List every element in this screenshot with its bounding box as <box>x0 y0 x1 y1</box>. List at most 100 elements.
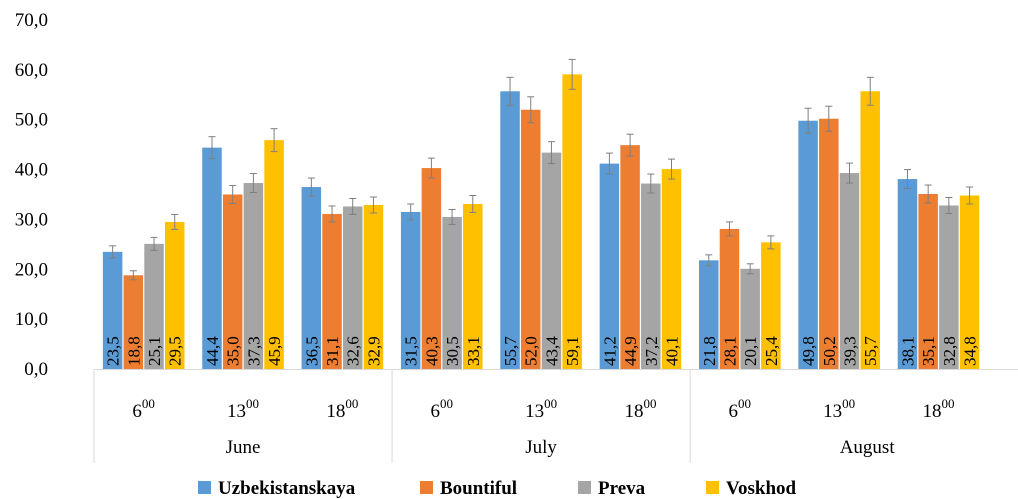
error-bar <box>547 141 555 165</box>
y-tick-label: 70,0 <box>15 10 48 31</box>
error-bar <box>328 205 336 223</box>
bar <box>860 91 880 369</box>
data-label: 34,8 <box>961 336 980 366</box>
data-label: 55,7 <box>501 336 520 366</box>
month-label: June <box>226 437 261 458</box>
hour-tick-label: 1800 <box>624 396 656 422</box>
y-tick-label: 20,0 <box>15 259 48 280</box>
data-label: 40,1 <box>663 336 682 366</box>
error-bar <box>469 194 477 213</box>
error-bar <box>846 162 854 184</box>
bars-layer: 23,5 18,8 25,1 29,5 44,4 35,0 37,3 45,9 36,5 31,1… <box>102 58 980 370</box>
error-bar <box>369 196 377 214</box>
bar <box>839 173 860 369</box>
error-bar <box>705 254 713 267</box>
month-label: August <box>840 437 896 458</box>
error-bar <box>506 76 514 106</box>
error-bar <box>825 105 833 132</box>
data-label: 21,8 <box>700 336 719 366</box>
hour-tick-label: 1300 <box>525 396 557 422</box>
data-label: 30,5 <box>443 336 462 366</box>
bar <box>421 168 442 369</box>
error-bar <box>229 185 237 204</box>
bar <box>363 204 384 369</box>
legend-swatch <box>420 481 433 494</box>
y-tick-label: 60,0 <box>15 60 48 81</box>
error-bar <box>129 270 137 281</box>
data-label: 39,3 <box>841 336 860 366</box>
bar <box>897 179 918 369</box>
data-label: 25,1 <box>145 336 164 366</box>
error-bar <box>208 136 216 160</box>
data-label: 33,1 <box>464 336 483 366</box>
legend: Uzbekistanskaya Bountiful Preva Voskhod <box>198 478 797 499</box>
data-label: 32,8 <box>940 336 959 366</box>
data-label: 29,5 <box>166 336 185 366</box>
bar <box>641 183 661 369</box>
month-label: July <box>525 437 557 458</box>
bar <box>301 187 322 369</box>
data-label: 45,9 <box>265 336 284 366</box>
y-axis: 0,0 10,0 20,0 30,0 40,0 50,0 60,0 70,0 <box>15 10 48 380</box>
x-axis: 600 1300 1800 June 600 1300 1800 July 600 1300 180… <box>93 369 1018 463</box>
data-label: 55,7 <box>861 336 880 366</box>
data-label: 40,3 <box>422 336 441 366</box>
data-label: 41,2 <box>600 336 619 366</box>
y-tick-label: 30,0 <box>15 209 48 230</box>
error-bar <box>924 184 932 204</box>
bar <box>463 203 483 369</box>
data-label: 32,9 <box>364 336 383 366</box>
bar <box>342 206 363 369</box>
bar <box>959 195 980 369</box>
error-bar <box>626 133 634 157</box>
hour-tick-label: 600 <box>430 396 453 422</box>
bar <box>819 118 839 370</box>
data-label: 49,8 <box>799 336 818 366</box>
data-label: 31,5 <box>402 336 421 366</box>
error-bar <box>427 157 435 179</box>
bar <box>699 260 719 369</box>
data-label: 23,5 <box>104 336 123 366</box>
data-label: 35,1 <box>919 336 938 366</box>
bar <box>599 163 620 369</box>
legend-label: Bountiful <box>440 478 517 499</box>
error-bar <box>568 58 576 90</box>
y-tick-label: 10,0 <box>15 309 48 330</box>
hour-tick-label: 1800 <box>326 396 358 422</box>
data-label: 20,1 <box>741 336 760 366</box>
data-label: 37,2 <box>642 336 661 366</box>
legend-swatch <box>578 481 591 494</box>
hour-tick-label: 600 <box>132 396 155 422</box>
error-bar <box>903 169 911 190</box>
bar <box>939 205 959 369</box>
hour-tick-label: 1300 <box>823 396 855 422</box>
error-bar <box>527 96 535 124</box>
legend-label: Uzbekistanskaya <box>218 478 356 499</box>
y-tick-label: 0,0 <box>24 359 48 380</box>
bar <box>144 243 164 369</box>
legend-label: Voskhod <box>726 478 797 499</box>
data-label: 35,0 <box>224 336 243 366</box>
bar <box>500 91 520 369</box>
data-label: 52,0 <box>522 336 541 366</box>
hour-tick-label: 1300 <box>227 396 259 422</box>
bar <box>798 120 818 369</box>
y-tick-label: 50,0 <box>15 110 48 131</box>
data-label: 28,1 <box>720 336 739 366</box>
hour-tick-label: 1800 <box>923 396 955 422</box>
bar <box>918 194 938 369</box>
error-bar <box>725 221 733 237</box>
bar <box>400 211 421 369</box>
error-bar <box>171 213 179 230</box>
bar <box>264 140 284 369</box>
bar <box>761 242 781 369</box>
data-label: 44,4 <box>203 336 222 366</box>
bar <box>562 74 582 369</box>
y-tick-label: 40,0 <box>15 160 48 181</box>
bar <box>541 152 562 369</box>
error-bar <box>966 186 974 205</box>
bar <box>719 228 740 369</box>
data-label: 36,5 <box>302 336 321 366</box>
data-label: 43,4 <box>542 336 561 366</box>
bar <box>322 213 342 369</box>
